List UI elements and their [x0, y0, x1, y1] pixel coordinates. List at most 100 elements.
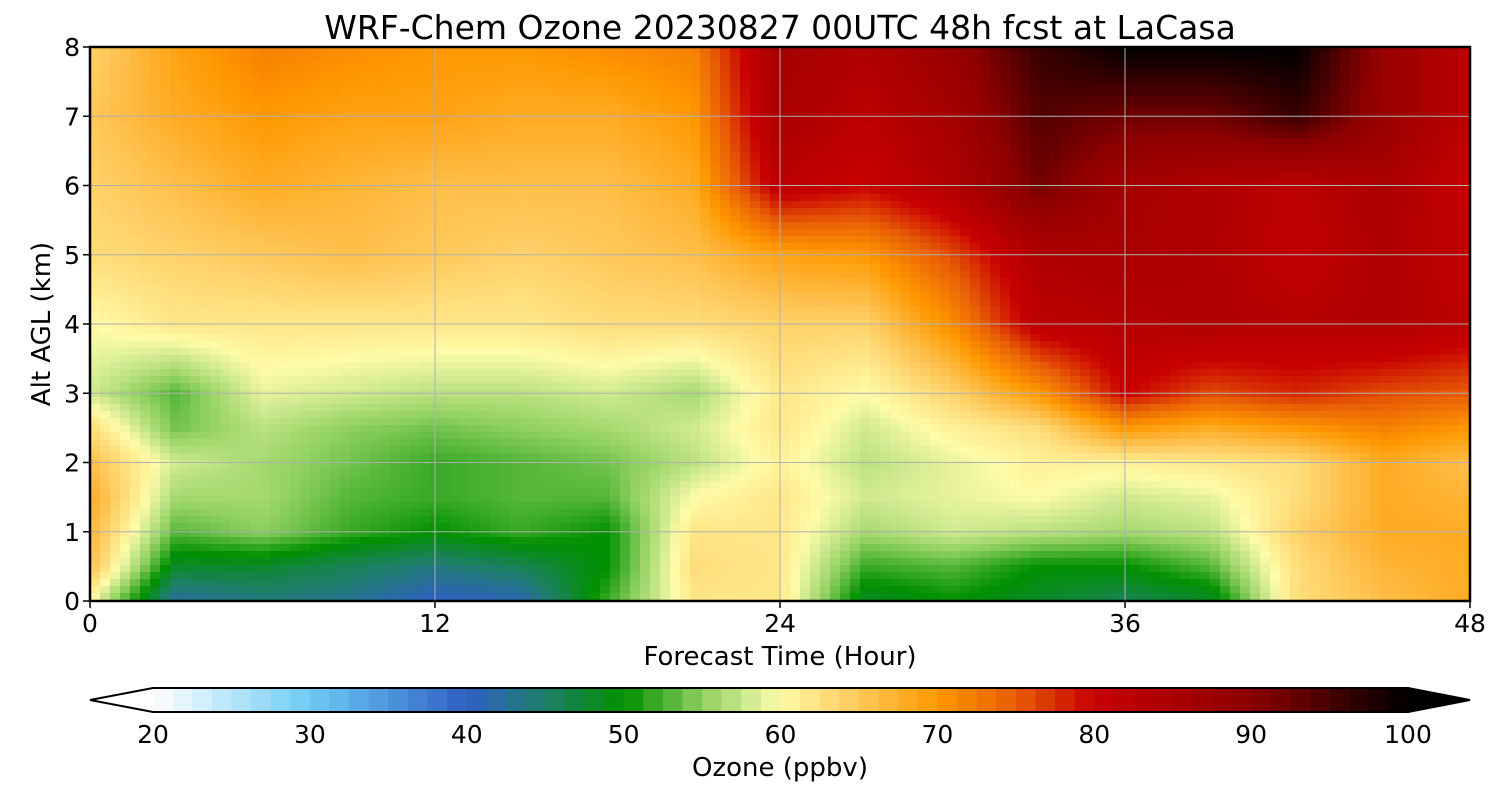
- heatmap-cell: [370, 264, 381, 272]
- heatmap-cell: [410, 348, 421, 356]
- heatmap-cell: [520, 558, 531, 566]
- heatmap-cell: [260, 404, 271, 412]
- heatmap-cell: [530, 362, 541, 370]
- heatmap-cell: [190, 187, 201, 195]
- heatmap-cell: [640, 68, 651, 76]
- heatmap-cell: [540, 404, 551, 412]
- heatmap-cell: [590, 586, 601, 594]
- heatmap-cell: [320, 369, 331, 377]
- heatmap-cell: [470, 215, 481, 223]
- heatmap-cell: [110, 565, 121, 573]
- heatmap-cell: [590, 257, 601, 265]
- heatmap-cell: [220, 579, 231, 587]
- heatmap-cell: [110, 516, 121, 524]
- heatmap-cell: [490, 593, 501, 601]
- heatmap-cell: [630, 530, 641, 538]
- heatmap-cell: [490, 502, 501, 510]
- heatmap-cell: [420, 194, 431, 202]
- heatmap-cell: [610, 292, 621, 300]
- heatmap-cell: [380, 418, 391, 426]
- heatmap-cell: [240, 586, 251, 594]
- heatmap-cell: [310, 124, 321, 132]
- heatmap-cell: [180, 152, 191, 160]
- heatmap-cell: [360, 187, 371, 195]
- heatmap-cell: [210, 460, 221, 468]
- heatmap-cell: [140, 369, 151, 377]
- heatmap-cell: [180, 271, 191, 279]
- heatmap-cell: [520, 474, 531, 482]
- heatmap-cell: [570, 523, 581, 531]
- heatmap-cell: [650, 446, 661, 454]
- heatmap-cell: [300, 173, 311, 181]
- heatmap-cell: [130, 124, 141, 132]
- heatmap-cell: [600, 467, 611, 475]
- heatmap-cell: [420, 54, 431, 62]
- heatmap-cell: [90, 229, 101, 237]
- heatmap-cell: [600, 383, 611, 391]
- heatmap-cell: [610, 334, 621, 342]
- heatmap-cell: [630, 166, 641, 174]
- heatmap-cell: [490, 264, 501, 272]
- heatmap-cell: [410, 334, 421, 342]
- heatmap-cell: [340, 194, 351, 202]
- heatmap-cell: [240, 222, 251, 230]
- heatmap-cell: [330, 292, 341, 300]
- heatmap-cell: [560, 285, 571, 293]
- heatmap-cell: [690, 551, 701, 559]
- heatmap-cell: [410, 474, 421, 482]
- heatmap-cell: [580, 432, 591, 440]
- heatmap-cell: [350, 376, 361, 384]
- heatmap-cell: [150, 103, 161, 111]
- heatmap-cell: [180, 355, 191, 363]
- heatmap-cell: [330, 236, 341, 244]
- heatmap-cell: [690, 411, 701, 419]
- heatmap-cell: [160, 54, 171, 62]
- heatmap-cell: [410, 397, 421, 405]
- heatmap-cell: [390, 285, 401, 293]
- heatmap-cell: [180, 306, 191, 314]
- heatmap-cell: [510, 439, 521, 447]
- heatmap-cell: [190, 495, 201, 503]
- heatmap-cell: [390, 327, 401, 335]
- heatmap-cell: [410, 208, 421, 216]
- heatmap-cell: [510, 474, 521, 482]
- heatmap-cell: [250, 481, 261, 489]
- heatmap-cell: [710, 47, 721, 55]
- heatmap-cell: [300, 180, 311, 188]
- heatmap-cell: [230, 152, 241, 160]
- heatmap-cell: [590, 271, 601, 279]
- heatmap-cell: [260, 362, 271, 370]
- heatmap-cell: [670, 376, 681, 384]
- heatmap-cell: [380, 110, 391, 118]
- heatmap-cell: [280, 292, 291, 300]
- heatmap-cell: [580, 250, 591, 258]
- heatmap-cell: [390, 593, 401, 601]
- heatmap-cell: [290, 54, 301, 62]
- heatmap-cell: [570, 439, 581, 447]
- heatmap-cell: [340, 334, 351, 342]
- heatmap-cell: [410, 82, 421, 90]
- heatmap-cell: [320, 145, 331, 153]
- heatmap-cell: [170, 89, 181, 97]
- heatmap-cell: [160, 446, 171, 454]
- heatmap-cell: [480, 418, 491, 426]
- heatmap-cell: [90, 348, 101, 356]
- heatmap-cell: [170, 502, 181, 510]
- heatmap-cell: [530, 383, 541, 391]
- heatmap-cell: [410, 152, 421, 160]
- heatmap-cell: [540, 551, 551, 559]
- heatmap-cell: [690, 523, 701, 531]
- heatmap-cell: [510, 124, 521, 132]
- heatmap-cell: [640, 383, 651, 391]
- heatmap-cell: [600, 180, 611, 188]
- heatmap-cell: [570, 54, 581, 62]
- heatmap-cell: [90, 243, 101, 251]
- heatmap-cell: [680, 390, 691, 398]
- heatmap-cell: [440, 516, 451, 524]
- heatmap-cell: [320, 131, 331, 139]
- heatmap-cell: [220, 369, 231, 377]
- heatmap-cell: [520, 131, 531, 139]
- heatmap-cell: [140, 75, 151, 83]
- heatmap-cell: [140, 411, 151, 419]
- heatmap-cell: [320, 68, 331, 76]
